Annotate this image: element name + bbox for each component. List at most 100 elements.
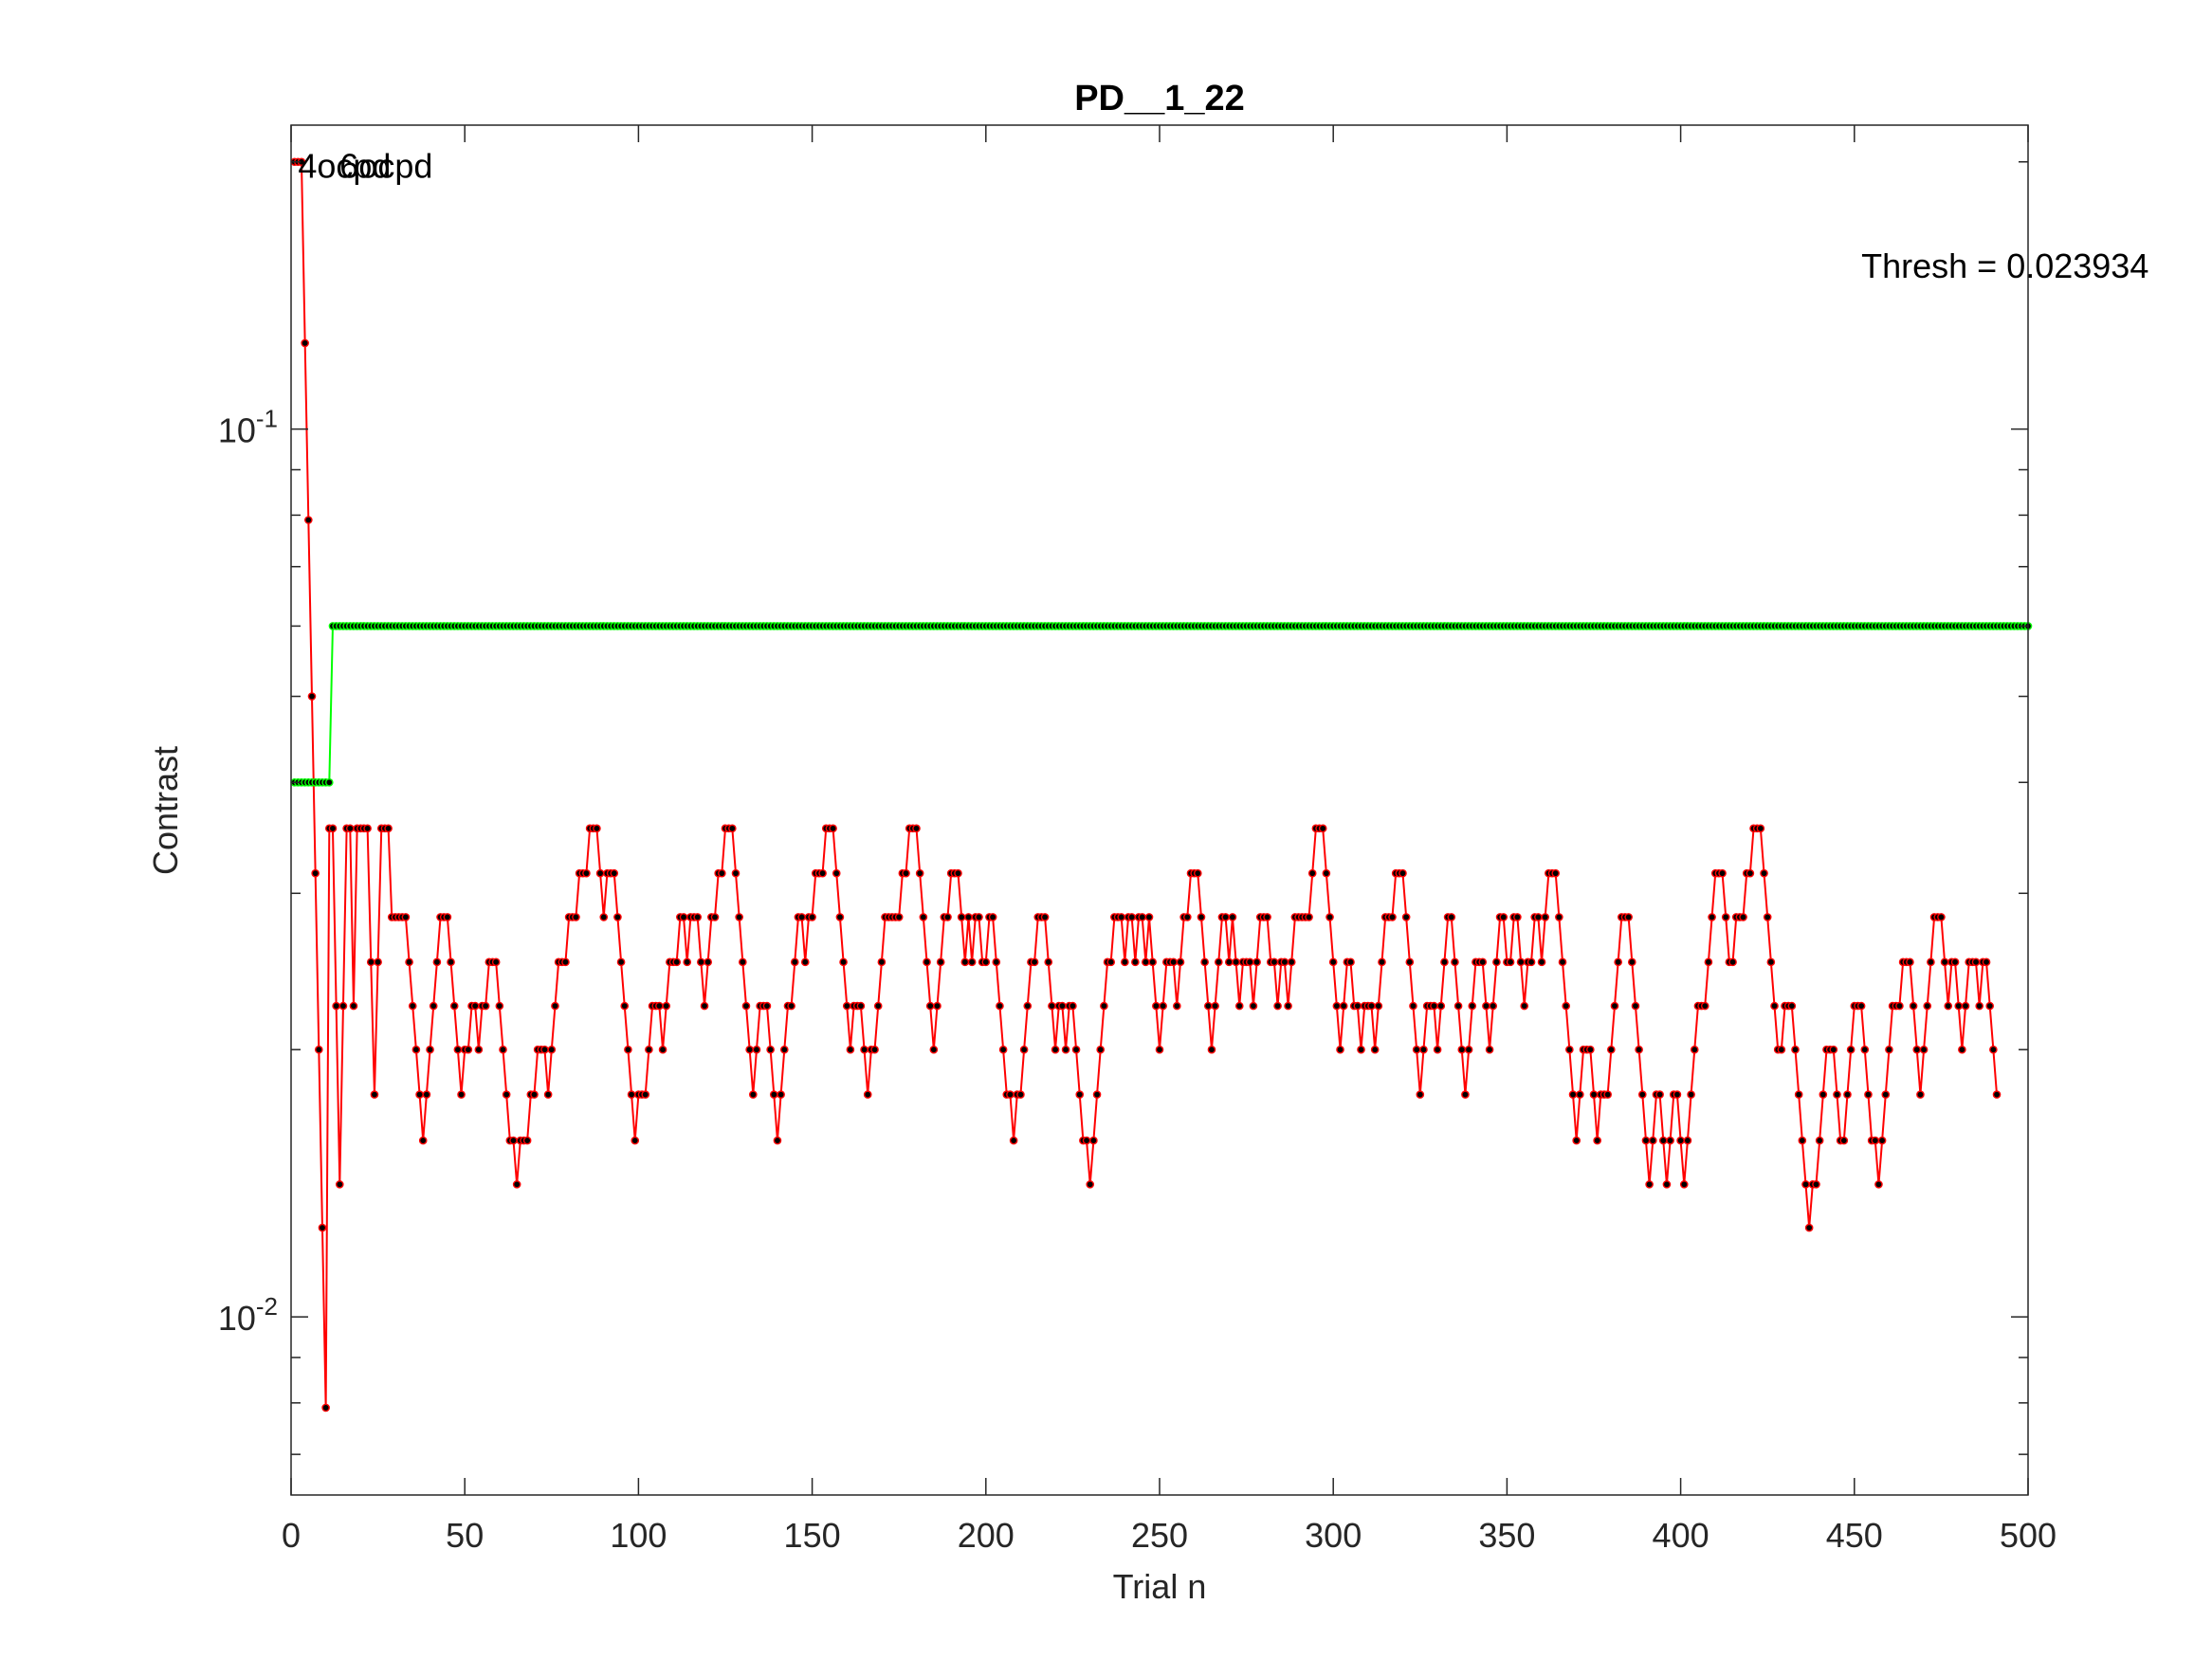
series-1-point (1662, 1180, 1672, 1189)
series-1-point (842, 1001, 851, 1011)
series-1-point (1541, 913, 1549, 921)
series-1-point (943, 913, 952, 921)
series-1-point (426, 1045, 434, 1054)
series-1-point (1624, 913, 1633, 921)
series-1-point (1708, 913, 1716, 921)
series-1-point (370, 1090, 379, 1099)
series-1-point (1148, 957, 1157, 967)
series-1-point (1603, 1090, 1612, 1099)
series-1-point (1568, 1090, 1578, 1099)
series-1-point (741, 1001, 751, 1011)
series-1-point (1614, 957, 1622, 967)
series-1-point (1357, 1045, 1365, 1054)
series-1-point (731, 868, 740, 878)
series-1-point (1023, 1001, 1033, 1011)
series-1-point (349, 1001, 358, 1011)
series-1-point (975, 913, 983, 921)
series-1-point (693, 913, 702, 921)
series-1-point (443, 913, 452, 921)
series-1-point (870, 1045, 879, 1054)
series-1-point (613, 913, 622, 921)
series-1-point (1860, 1045, 1870, 1054)
x-tick-label: 350 (1478, 1516, 1535, 1555)
series-1-point (1885, 1045, 1893, 1054)
series-1-point (627, 1090, 636, 1099)
series-1-point (1030, 957, 1039, 967)
series-1-point (1461, 1090, 1470, 1099)
series-1-point (561, 957, 570, 967)
series-1-point (1127, 913, 1136, 921)
series-1-point (1812, 1180, 1820, 1189)
series-1-point (745, 1045, 754, 1054)
series-1-point (1009, 1136, 1018, 1145)
series-1-point (405, 957, 413, 967)
series-1-point (1589, 1090, 1599, 1099)
series-1-point (1954, 1001, 1964, 1011)
series-1-point (1069, 1001, 1077, 1011)
series-1-point (1586, 1045, 1595, 1054)
series-1-point (1232, 957, 1240, 967)
series-1-point (1655, 1090, 1664, 1099)
series-1-point (1787, 1001, 1797, 1011)
series-1-point (1040, 913, 1050, 921)
series-1-point (1864, 1090, 1873, 1099)
series-1-point (582, 868, 591, 878)
series-1-point (700, 1001, 709, 1011)
series-1-point (1322, 868, 1331, 878)
series-1-point (332, 1001, 340, 1011)
series-1-point (752, 1045, 761, 1054)
series-1-point (1433, 1045, 1442, 1054)
series-1-point (422, 1090, 431, 1099)
series-1-point (1728, 957, 1737, 967)
series-1-point (1961, 1001, 1970, 1011)
series-1-point (1398, 868, 1407, 878)
series-1-point (512, 1180, 521, 1189)
series-1-point (374, 957, 382, 967)
series-1-point (770, 1090, 778, 1099)
series-1-point (1082, 1136, 1091, 1145)
series-1-point (1815, 1136, 1824, 1145)
series-1-point (1499, 913, 1508, 921)
series-1-point (1489, 1001, 1498, 1011)
series-1-point (1839, 1136, 1849, 1145)
series-1-point (728, 824, 737, 833)
series-1-point (936, 957, 945, 967)
series-1-point (645, 1045, 653, 1054)
series-1-point (863, 1090, 872, 1099)
series-1-point (543, 1090, 553, 1099)
series-1-point (415, 1090, 424, 1099)
series-1-point (1881, 1090, 1891, 1099)
series-1-point (491, 957, 501, 967)
series-1-point (1194, 868, 1202, 878)
series-layer (290, 157, 2033, 1413)
series-1-point (1687, 1090, 1695, 1099)
series-1-point (777, 1090, 785, 1099)
series-1-point (1843, 1090, 1852, 1099)
series-1-point (1923, 1001, 1932, 1011)
series-1-point (1739, 913, 1747, 921)
series-1-point (1982, 957, 1991, 967)
series-1-point (1211, 1001, 1219, 1011)
series-1-point (1971, 957, 1981, 967)
series-1-point (470, 1001, 480, 1011)
x-tick-label: 200 (958, 1516, 1015, 1555)
series-1-point (1916, 1090, 1925, 1099)
series-1-point (1576, 1090, 1584, 1099)
x-tick-label: 300 (1305, 1516, 1362, 1555)
series-1-point (919, 913, 928, 921)
x-tick-label: 450 (1826, 1516, 1883, 1555)
y-axis-label: Contrast (146, 746, 185, 875)
series-1-point (1895, 1001, 1904, 1011)
series-1-point (1791, 1045, 1800, 1054)
series-1-point (1152, 1001, 1161, 1011)
series-1-point (655, 1001, 664, 1011)
series-1-point (1919, 1045, 1929, 1054)
series-1-point (1610, 1001, 1619, 1011)
series-1-point (1804, 1223, 1814, 1232)
series-1-point (1856, 1001, 1866, 1011)
chart-title: PD__1_22 (1074, 79, 1245, 118)
series-1-point (787, 1001, 795, 1011)
series-1-point (846, 1045, 855, 1054)
series-1-point (790, 957, 799, 967)
